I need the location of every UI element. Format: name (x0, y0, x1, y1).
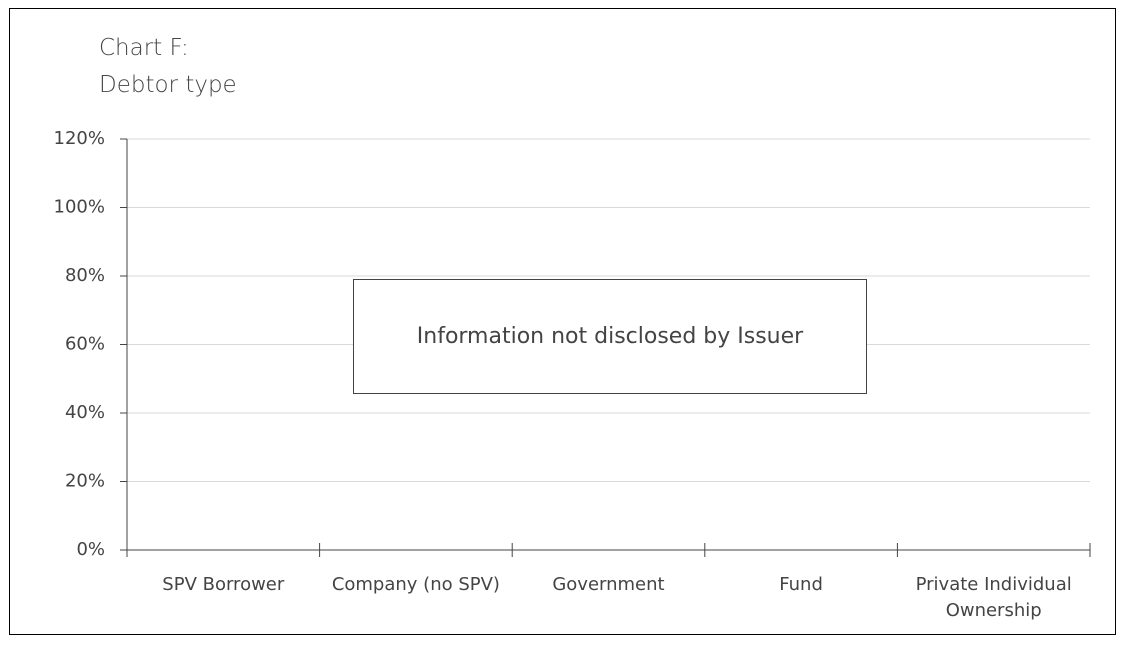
y-tick-label: 0% (76, 539, 105, 560)
chart-title: Chart F: Debtor type (99, 35, 237, 98)
y-tick-label: 100% (54, 197, 105, 218)
y-tick-label: 20% (65, 471, 105, 492)
chart-frame (9, 8, 1116, 635)
y-tick-label: 60% (65, 334, 105, 355)
x-tick-label: Private Individual Ownership (915, 574, 1072, 621)
x-tick-label: Fund (779, 574, 823, 595)
y-tick-label: 80% (65, 265, 105, 286)
annotation: Information not disclosed by Issuer (353, 279, 867, 394)
x-tick-label: Company (no SPV) (331, 574, 500, 595)
y-tick-label: 120% (54, 128, 105, 149)
x-tick-label: Government (552, 574, 665, 595)
y-tick-label: 40% (65, 402, 105, 423)
x-tick-label: SPV Borrower (162, 574, 285, 595)
